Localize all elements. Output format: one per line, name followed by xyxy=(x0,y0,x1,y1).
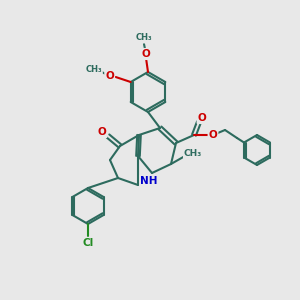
Text: O: O xyxy=(105,71,114,81)
Text: CH₃: CH₃ xyxy=(136,34,152,43)
Text: O: O xyxy=(142,49,150,59)
Text: NH: NH xyxy=(140,176,158,186)
Text: CH₃: CH₃ xyxy=(184,149,202,158)
Text: O: O xyxy=(198,113,206,123)
Text: O: O xyxy=(208,130,217,140)
Text: Cl: Cl xyxy=(82,238,94,248)
Text: CH₃: CH₃ xyxy=(85,64,102,74)
Text: O: O xyxy=(98,127,106,137)
